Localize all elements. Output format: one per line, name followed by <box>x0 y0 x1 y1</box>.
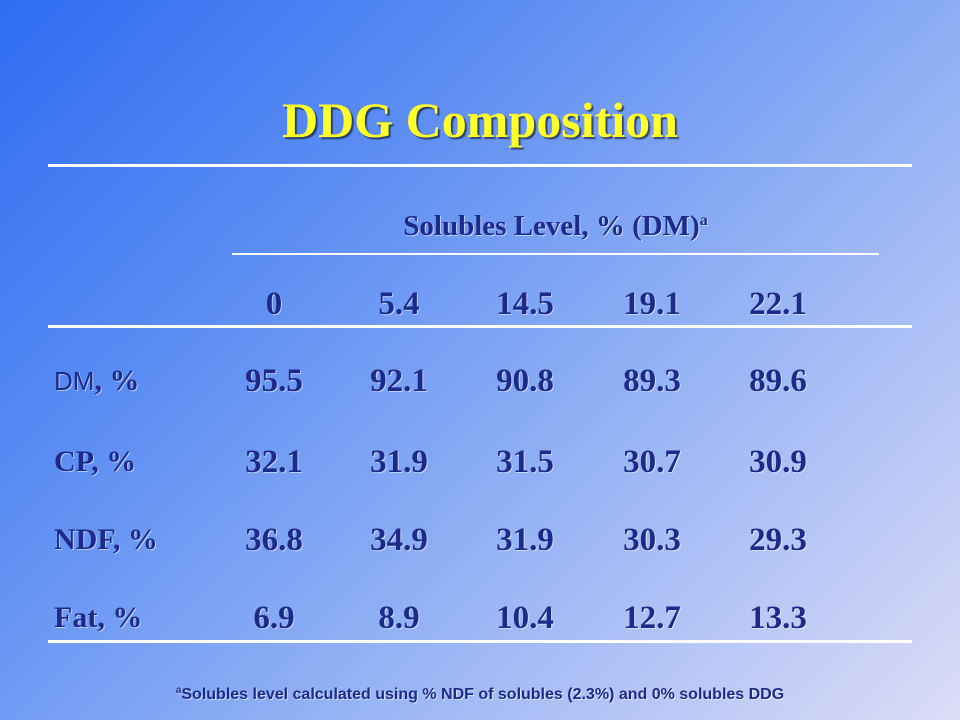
column-header: 22.1 <box>749 286 807 322</box>
column-header: 19.1 <box>623 286 681 322</box>
table-cell: 10.4 <box>496 600 554 636</box>
table-cell: 31.9 <box>496 522 554 558</box>
table-cell: 34.9 <box>370 522 428 558</box>
table-cell: 92.1 <box>370 363 428 399</box>
column-header: 0 <box>265 286 283 322</box>
table-cell: 30.9 <box>749 444 807 480</box>
table-cell: 31.9 <box>370 444 428 480</box>
table-cell: 31.5 <box>496 444 554 480</box>
table-cell: 30.3 <box>623 522 681 558</box>
row-label-ndf: NDF, % <box>54 523 158 556</box>
table-cell: 29.3 <box>749 522 807 558</box>
table-cell: 90.8 <box>496 363 554 399</box>
table-header-divider <box>48 325 912 328</box>
row-label-dm-suffix: , % <box>94 364 140 397</box>
title-divider <box>48 164 912 167</box>
column-header: 5.4 <box>378 286 420 322</box>
table-cell: 30.7 <box>623 444 681 480</box>
table-cell: 36.8 <box>245 522 303 558</box>
row-label-fat: Fat, % <box>54 601 143 634</box>
table-cell: 8.9 <box>378 600 420 636</box>
solubles-level-footnote-marker: a <box>699 212 708 229</box>
table-cell: 89.6 <box>749 363 807 399</box>
table-cell: 13.3 <box>749 600 807 636</box>
slide-title: DDG Composition <box>282 92 678 148</box>
row-label-dm-prefix: DM <box>54 366 95 396</box>
row-label-dm: DM, % <box>54 359 224 403</box>
footnote-marker: a <box>175 685 182 696</box>
table-cell: 32.1 <box>245 444 303 480</box>
table-cell: 12.7 <box>623 600 681 636</box>
footnote-text: Solubles level calculated using % NDF of… <box>181 686 785 703</box>
solubles-header-divider <box>232 253 879 255</box>
footnote: aSolubles level calculated using % NDF o… <box>0 680 960 706</box>
table-cell: 6.9 <box>253 600 295 636</box>
column-header: 14.5 <box>496 286 554 322</box>
row-label-cp: CP, % <box>54 445 137 478</box>
solubles-level-header: Solubles Level, % (DM)a <box>232 201 879 246</box>
table-cell: 95.5 <box>245 363 303 399</box>
table-cell: 89.3 <box>623 363 681 399</box>
solubles-level-label: Solubles Level, % (DM) <box>403 210 700 242</box>
table-bottom-divider <box>48 640 912 643</box>
